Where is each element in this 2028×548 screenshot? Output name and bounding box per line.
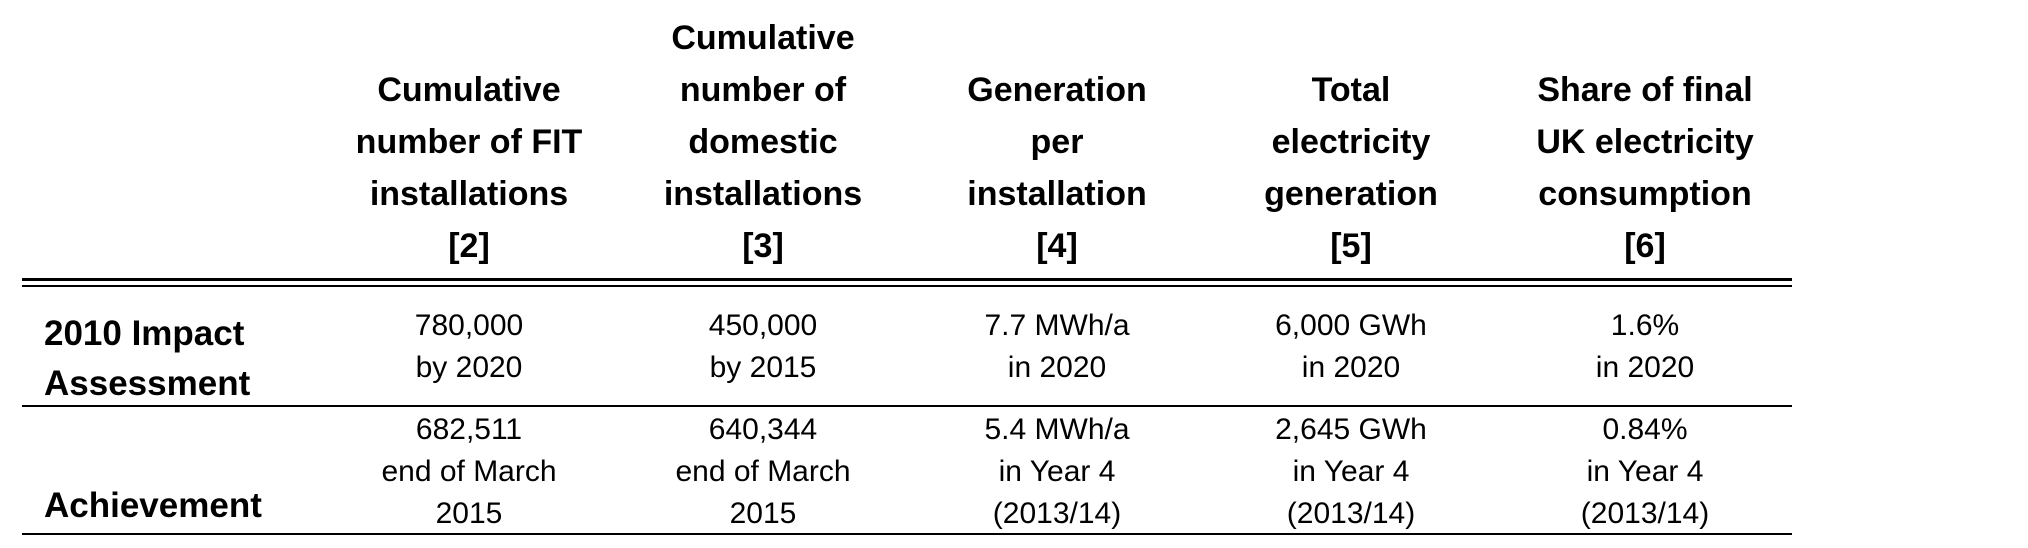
- row-label: Achievement: [44, 486, 262, 525]
- table-cell: 682,511 end of March 2015: [381, 413, 557, 530]
- table-cell: 5.4 MWh/a in Year 4 (2013/14): [984, 413, 1130, 530]
- column-header-domestic-installations: Cumulative number of domestic installati…: [663, 19, 863, 265]
- table-row-impact-assessment: 2010 Impact Assessment 780,000 by 2020 4…: [22, 287, 1792, 407]
- table-cell: 780,000 by 2020: [414, 309, 524, 384]
- row-label: 2010 Impact Assessment: [44, 314, 251, 403]
- table-cell: 0.84% in Year 4 (2013/14): [1580, 413, 1710, 530]
- table-cell: 7.7 MWh/a in 2020: [984, 309, 1130, 384]
- comparison-table: Cumulative number of FIT installations […: [22, 0, 1792, 535]
- header-double-rule: [22, 278, 1792, 287]
- table-header-row: Cumulative number of FIT installations […: [22, 0, 1792, 278]
- table-cell: 2,645 GWh in Year 4 (2013/14): [1275, 413, 1427, 530]
- column-header-share-consumption: Share of final UK electricity consumptio…: [1536, 71, 1754, 265]
- column-header-total-generation: Total electricity generation [5]: [1264, 71, 1438, 265]
- table-cell: 640,344 end of March 2015: [675, 413, 851, 530]
- table-cell: 1.6% in 2020: [1595, 309, 1695, 384]
- table-cell: 450,000 by 2015: [708, 309, 818, 384]
- table-cell: 6,000 GWh in 2020: [1275, 309, 1427, 384]
- table-row-achievement: Achievement 682,511 end of March 2015 64…: [22, 407, 1792, 535]
- column-header-fit-installations: Cumulative number of FIT installations […: [355, 71, 583, 265]
- column-header-generation-per-installation: Generation per installation [4]: [967, 71, 1147, 265]
